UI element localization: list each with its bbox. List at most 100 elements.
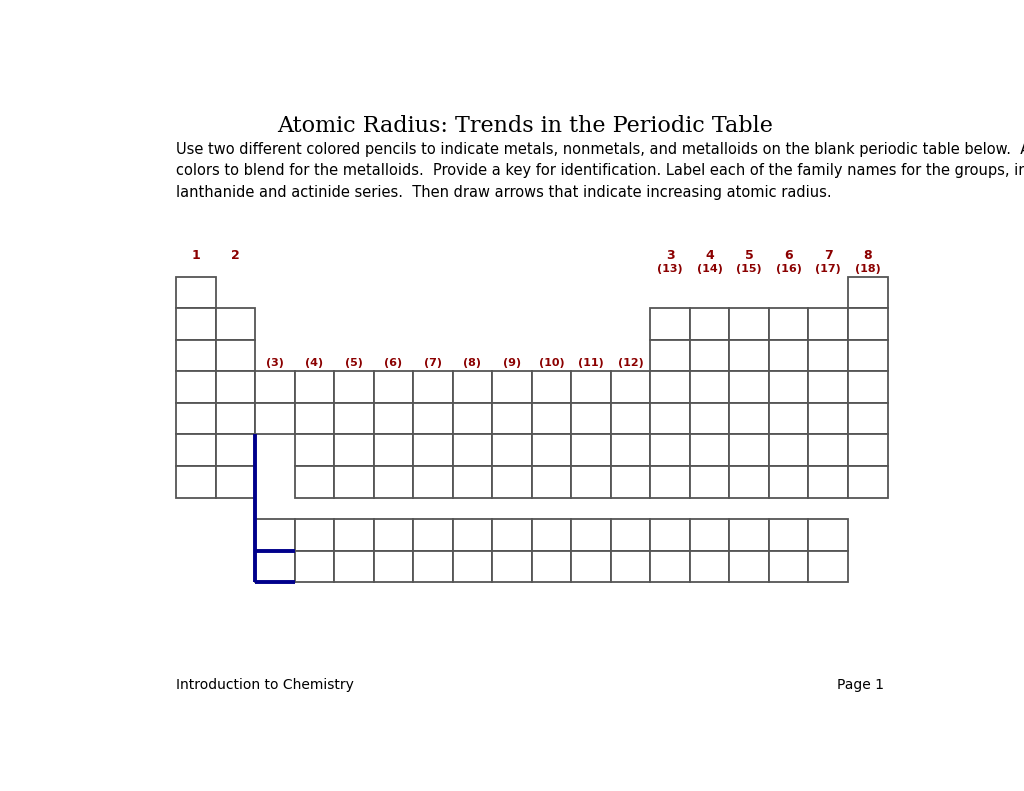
- Text: (10): (10): [539, 358, 564, 369]
- Bar: [255, 403, 295, 434]
- Bar: [809, 519, 848, 551]
- Bar: [729, 371, 769, 403]
- Bar: [848, 434, 888, 466]
- Bar: [611, 519, 650, 551]
- Text: 1: 1: [191, 249, 200, 263]
- Bar: [493, 403, 531, 434]
- Bar: [571, 466, 611, 498]
- Text: 6: 6: [784, 249, 793, 263]
- Bar: [531, 466, 571, 498]
- Bar: [176, 403, 216, 434]
- Bar: [729, 340, 769, 371]
- Text: Page 1: Page 1: [837, 679, 884, 692]
- Bar: [334, 551, 374, 582]
- Bar: [690, 371, 729, 403]
- Text: (9): (9): [503, 358, 521, 369]
- Bar: [216, 371, 255, 403]
- Bar: [531, 403, 571, 434]
- Text: 3: 3: [666, 249, 675, 263]
- Bar: [690, 308, 729, 340]
- Bar: [176, 308, 216, 340]
- Bar: [848, 308, 888, 340]
- Bar: [216, 340, 255, 371]
- Bar: [493, 466, 531, 498]
- Text: (5): (5): [345, 358, 362, 369]
- Bar: [690, 434, 729, 466]
- Bar: [531, 434, 571, 466]
- Bar: [690, 551, 729, 582]
- Bar: [334, 466, 374, 498]
- Bar: [414, 434, 453, 466]
- Bar: [769, 466, 809, 498]
- Text: (18): (18): [855, 264, 881, 274]
- Bar: [769, 551, 809, 582]
- Bar: [374, 551, 414, 582]
- Bar: [334, 371, 374, 403]
- Bar: [690, 340, 729, 371]
- Bar: [848, 466, 888, 498]
- Bar: [374, 434, 414, 466]
- Bar: [295, 551, 334, 582]
- Bar: [295, 519, 334, 551]
- Bar: [848, 403, 888, 434]
- Bar: [334, 434, 374, 466]
- Text: (3): (3): [266, 358, 284, 369]
- Text: (7): (7): [424, 358, 442, 369]
- Text: 5: 5: [744, 249, 754, 263]
- Bar: [809, 434, 848, 466]
- Bar: [611, 434, 650, 466]
- Bar: [176, 434, 216, 466]
- Text: (12): (12): [617, 358, 643, 369]
- Bar: [374, 519, 414, 551]
- Bar: [493, 371, 531, 403]
- Bar: [493, 519, 531, 551]
- Bar: [255, 551, 295, 582]
- Bar: [531, 371, 571, 403]
- Bar: [769, 403, 809, 434]
- Bar: [809, 403, 848, 434]
- Bar: [531, 551, 571, 582]
- Bar: [295, 466, 334, 498]
- Bar: [176, 277, 216, 308]
- Bar: [216, 434, 255, 466]
- Bar: [571, 519, 611, 551]
- Bar: [531, 519, 571, 551]
- Bar: [729, 519, 769, 551]
- Bar: [769, 371, 809, 403]
- Text: (4): (4): [305, 358, 324, 369]
- Bar: [453, 519, 493, 551]
- Bar: [729, 403, 769, 434]
- Bar: [295, 371, 334, 403]
- Bar: [848, 277, 888, 308]
- Text: (8): (8): [464, 358, 481, 369]
- Bar: [650, 308, 690, 340]
- Bar: [650, 434, 690, 466]
- Text: 7: 7: [824, 249, 833, 263]
- Bar: [809, 340, 848, 371]
- Bar: [493, 551, 531, 582]
- Bar: [650, 371, 690, 403]
- Bar: [216, 308, 255, 340]
- Bar: [176, 371, 216, 403]
- Text: (11): (11): [579, 358, 604, 369]
- Bar: [571, 403, 611, 434]
- Bar: [809, 371, 848, 403]
- Bar: [769, 434, 809, 466]
- Bar: [255, 519, 295, 551]
- Bar: [690, 466, 729, 498]
- Bar: [650, 466, 690, 498]
- Bar: [611, 466, 650, 498]
- Bar: [611, 371, 650, 403]
- Text: (17): (17): [815, 264, 841, 274]
- Text: 4: 4: [706, 249, 714, 263]
- Bar: [769, 308, 809, 340]
- Bar: [414, 466, 453, 498]
- Bar: [453, 551, 493, 582]
- Bar: [729, 308, 769, 340]
- Text: (15): (15): [736, 264, 762, 274]
- Text: Introduction to Chemistry: Introduction to Chemistry: [176, 679, 354, 692]
- Bar: [453, 403, 493, 434]
- Bar: [374, 466, 414, 498]
- Bar: [650, 551, 690, 582]
- Bar: [809, 551, 848, 582]
